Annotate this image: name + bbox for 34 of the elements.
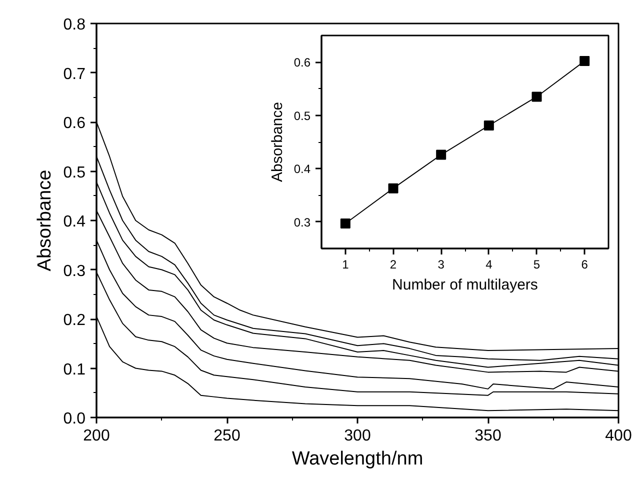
x-axis-title: Wavelength/nm bbox=[292, 448, 424, 470]
y-axis-title: Absorbance bbox=[268, 102, 286, 182]
point bbox=[388, 183, 398, 194]
point bbox=[580, 56, 590, 66]
point bbox=[340, 218, 350, 228]
y-tick-label: 0.1 bbox=[63, 361, 86, 378]
y-tick-label: 0.5 bbox=[294, 108, 311, 123]
x-tick-label: 200 bbox=[83, 428, 110, 444]
y-tick-label: 0.0 bbox=[63, 410, 86, 428]
x-tick-label: 250 bbox=[214, 428, 240, 444]
x-tick-label: 3 bbox=[438, 258, 445, 272]
x-axis-title: Number of multilayers bbox=[392, 276, 538, 294]
x-tick-label: 5 bbox=[533, 258, 540, 272]
point bbox=[532, 92, 542, 102]
point bbox=[436, 150, 446, 160]
y-tick-label: 0.7 bbox=[63, 66, 86, 83]
x-tick-label: 4 bbox=[486, 258, 493, 272]
x-tick-label: 400 bbox=[605, 428, 632, 444]
y-tick-label: 0.5 bbox=[63, 164, 86, 182]
y-axis-title: Absorbance bbox=[34, 170, 56, 272]
y-tick-label: 0.4 bbox=[294, 162, 311, 176]
y-tick-label: 0.4 bbox=[63, 214, 86, 230]
y-tick-label: 0.3 bbox=[294, 215, 311, 230]
x-tick-label: 350 bbox=[474, 428, 502, 444]
x-tick-label: 2 bbox=[390, 258, 397, 272]
x-tick-label: 6 bbox=[581, 258, 588, 272]
y-tick-label: 0.3 bbox=[63, 262, 86, 280]
y-tick-label: 0.2 bbox=[63, 312, 86, 329]
x-tick-label: 300 bbox=[344, 428, 371, 444]
y-tick-label: 0.6 bbox=[294, 56, 311, 70]
point bbox=[484, 120, 494, 130]
y-tick-label: 0.8 bbox=[63, 16, 86, 34]
x-tick-label: 1 bbox=[342, 258, 350, 272]
y-tick-label: 0.6 bbox=[63, 115, 86, 132]
